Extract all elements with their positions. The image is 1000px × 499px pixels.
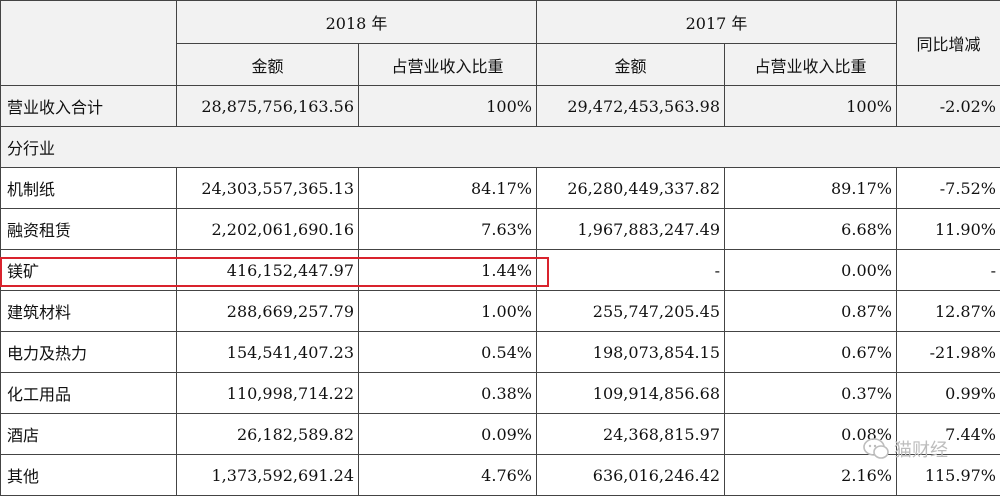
yoy-change: 11.90%	[896, 208, 1000, 250]
yoy-change: 0.99%	[896, 372, 1000, 414]
amount-2017: 255,747,205.45	[536, 290, 725, 332]
amount-2017: -	[536, 249, 725, 291]
table-row: 镁矿 416,152,447.97 1.44% - 0.00% -	[0, 249, 1000, 291]
table-row: 酒店 26,182,589.82 0.09% 24,368,815.97 0.0…	[0, 413, 1000, 455]
share-2017: 2.16%	[724, 454, 897, 496]
share-2018: 100%	[358, 85, 537, 127]
watermark: 猫财经	[862, 436, 948, 462]
total-row: 营业收入合计 28,875,756,163.56 100% 29,472,453…	[0, 85, 1000, 127]
row-label: 酒店	[0, 413, 177, 455]
yoy-change: -2.02%	[896, 85, 1000, 127]
row-label: 其他	[0, 454, 177, 496]
share-2018: 84.17%	[358, 167, 537, 209]
amount-2017: 24,368,815.97	[536, 413, 725, 455]
amount-2018: 1,373,592,691.24	[176, 454, 359, 496]
share-2018: 0.54%	[358, 331, 537, 373]
watermark-text: 猫财经	[894, 440, 948, 461]
amount-2018: 28,875,756,163.56	[176, 85, 359, 127]
header-corner-cell	[0, 0, 177, 86]
amount-2018: 2,202,061,690.16	[176, 208, 359, 250]
yoy-change: -7.52%	[896, 167, 1000, 209]
share-2017: 0.67%	[724, 331, 897, 373]
table-row: 融资租赁 2,202,061,690.16 7.63% 1,967,883,24…	[0, 208, 1000, 250]
amount-2018: 416,152,447.97	[176, 249, 359, 291]
header-amount-2017: 金额	[536, 43, 725, 86]
share-2017: 100%	[724, 85, 897, 127]
table-row: 化工用品 110,998,714.22 0.38% 109,914,856.68…	[0, 372, 1000, 414]
amount-2018: 288,669,257.79	[176, 290, 359, 332]
row-label: 化工用品	[0, 372, 177, 414]
amount-2018: 24,303,557,365.13	[176, 167, 359, 209]
header-row-years: 2018 年 2017 年 同比增减	[0, 0, 1000, 86]
table-row: 其他 1,373,592,691.24 4.76% 636,016,246.42…	[0, 454, 1000, 496]
row-label: 镁矿	[0, 249, 177, 291]
header-share-2018: 占营业收入比重	[358, 43, 537, 86]
amount-2017: 26,280,449,337.82	[536, 167, 725, 209]
header-year-2017: 2017 年	[536, 0, 897, 44]
section-label: 分行业	[0, 126, 1000, 168]
row-label: 机制纸	[0, 167, 177, 209]
yoy-change: 115.97%	[896, 454, 1000, 496]
table-row: 电力及热力 154,541,407.23 0.54% 198,073,854.1…	[0, 331, 1000, 373]
row-label: 建筑材料	[0, 290, 177, 332]
amount-2017: 109,914,856.68	[536, 372, 725, 414]
share-2018: 1.44%	[358, 249, 537, 291]
share-2018: 0.09%	[358, 413, 537, 455]
section-row: 分行业	[0, 126, 1000, 168]
share-2018: 4.76%	[358, 454, 537, 496]
share-2017: 0.87%	[724, 290, 897, 332]
row-label: 营业收入合计	[0, 85, 177, 127]
row-label: 电力及热力	[0, 331, 177, 373]
amount-2018: 110,998,714.22	[176, 372, 359, 414]
yoy-change: 7.44%	[896, 413, 1000, 455]
share-2018: 7.63%	[358, 208, 537, 250]
share-2017: 0.00%	[724, 249, 897, 291]
table-row: 机制纸 24,303,557,365.13 84.17% 26,280,449,…	[0, 167, 1000, 209]
amount-2017: 198,073,854.15	[536, 331, 725, 373]
share-2018: 1.00%	[358, 290, 537, 332]
yoy-change: 12.87%	[896, 290, 1000, 332]
share-2017: 89.17%	[724, 167, 897, 209]
header-row-columns: 金额 占营业收入比重 金额 占营业收入比重	[1, 43, 1000, 86]
share-2018: 0.38%	[358, 372, 537, 414]
share-2017: 6.68%	[724, 208, 897, 250]
row-label: 融资租赁	[0, 208, 177, 250]
header-share-2017: 占营业收入比重	[724, 43, 897, 86]
amount-2017: 29,472,453,563.98	[536, 85, 725, 127]
header-amount-2018: 金额	[176, 43, 359, 86]
header-yoy: 同比增减	[896, 0, 1000, 86]
header-year-2018: 2018 年	[176, 0, 537, 44]
share-2017: 0.37%	[724, 372, 897, 414]
highlight-box	[0, 257, 549, 287]
yoy-change: -	[896, 249, 1000, 291]
amount-2017: 636,016,246.42	[536, 454, 725, 496]
amount-2018: 154,541,407.23	[176, 331, 359, 373]
amount-2018: 26,182,589.82	[176, 413, 359, 455]
chat-bubble-icon	[863, 438, 889, 459]
table-row: 建筑材料 288,669,257.79 1.00% 255,747,205.45…	[0, 290, 1000, 332]
yoy-change: -21.98%	[896, 331, 1000, 373]
amount-2017: 1,967,883,247.49	[536, 208, 725, 250]
